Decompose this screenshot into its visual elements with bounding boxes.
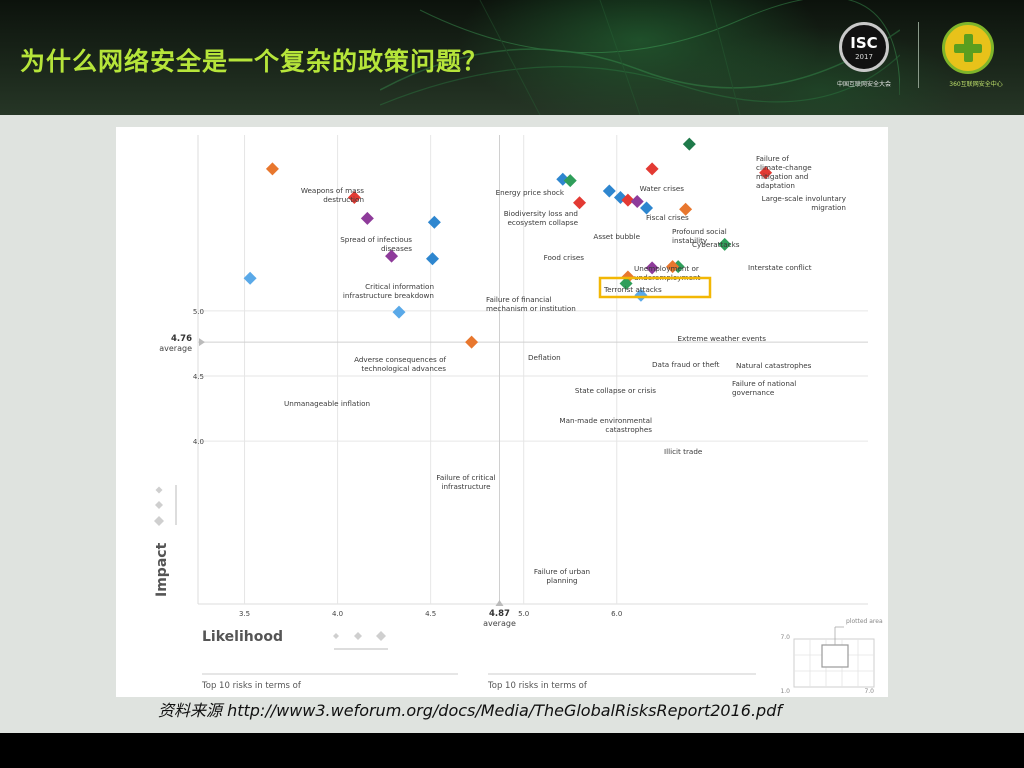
risk-point	[427, 215, 441, 229]
risk-label: Cyberattacks	[692, 240, 740, 249]
y-tick-label: 5.0	[193, 308, 204, 316]
isc-logo-subtitle: 中国互联网安全大会	[836, 81, 891, 88]
risk-label: Failure of critical infrastructure	[436, 473, 495, 491]
risk-point	[563, 174, 577, 188]
bottom-caption: Top 10 risks in terms of	[487, 681, 588, 691]
y-tick-label: 4.5	[193, 373, 204, 381]
risk-label: Failure of national governance	[732, 379, 796, 397]
banner-graphic	[380, 0, 900, 115]
risk-label: Extreme weather events	[678, 334, 767, 343]
footer-bar	[0, 733, 1024, 768]
risk-label: Spread of infectious diseases	[340, 235, 412, 253]
y-tick-label: 4.0	[193, 438, 204, 446]
risk-point	[556, 172, 570, 186]
x-tick-label: 3.5	[239, 610, 250, 618]
risk-label: Energy price shock	[496, 188, 565, 197]
risk-label: Failure of climate-change mitigation and ad…	[756, 154, 812, 190]
x-tick-label: 5.0	[518, 610, 529, 618]
risk-point	[385, 249, 399, 263]
inset-frame	[793, 638, 875, 688]
y-average-marker	[199, 338, 205, 347]
risk-point	[634, 288, 648, 302]
risk-label: Profound social instability	[672, 227, 727, 245]
x-axis-title: Likelihood	[202, 629, 283, 645]
highlight-label: Terrorist attacks	[603, 285, 662, 294]
risk-label: Illicit trade	[664, 447, 703, 456]
inset-tick: 7.0	[864, 688, 874, 695]
risk-label: Water crises	[640, 184, 685, 193]
risk-label: Unmanageable inflation	[284, 399, 370, 408]
risk-point	[347, 191, 361, 205]
risk-point	[621, 193, 635, 207]
risk-label: Data fraud or theft	[652, 360, 720, 369]
impact-key-icon	[154, 516, 164, 526]
risk-point	[573, 196, 587, 210]
y-average-label: average	[159, 344, 192, 353]
risk-landscape-chart: 3.5 4.0 4.5 5.0 6.05.04.54.04.87average4.76a…	[154, 135, 883, 695]
risk-point	[426, 252, 439, 266]
risk-point	[759, 166, 773, 180]
risk-point	[679, 202, 693, 216]
inset-label: plotted area	[846, 618, 883, 625]
x-average-value: 4.87	[489, 609, 510, 619]
isc-logo-year: 2017	[855, 53, 873, 61]
risk-point	[682, 137, 696, 151]
risk-label: Unemployment or underemployment	[634, 264, 701, 282]
risk-label: Critical information infrastructure break…	[343, 282, 434, 300]
risk-point	[265, 162, 279, 176]
risk-point	[645, 162, 659, 176]
risk-label: Natural catastrophes	[736, 361, 812, 370]
risk-label: Large-scale involuntary migration	[762, 194, 847, 212]
plotted-area-inset: plotted area 7.0 1.0 7.0	[780, 618, 883, 695]
risk-point	[465, 335, 479, 349]
inset-tick: 1.0	[780, 688, 790, 695]
isc-logo: ISC 2017	[839, 22, 889, 72]
risk-label: Failure of urban planning	[534, 567, 590, 585]
risk-point	[360, 211, 374, 225]
risk-label: Adverse consequences of technological adv…	[354, 355, 446, 373]
risk-chart-figure: 3.5 4.0 4.5 5.0 6.0 5.0 4.5 4.0 4.87 average 4.76 a…	[116, 127, 888, 697]
risk-point	[718, 237, 732, 251]
bottom-caption: Top 10 risks in terms of	[201, 681, 302, 691]
risk-point	[392, 305, 406, 319]
risk-point	[666, 260, 680, 274]
risk-label: Biodiversity loss and ecosystem collapse	[504, 209, 579, 227]
risk-label: Weapons of mass destruction	[301, 186, 364, 204]
impact-key-icon	[155, 501, 163, 509]
security-center-subtitle: 360互联网安全中心	[949, 81, 1003, 88]
x-average-marker	[495, 600, 504, 606]
likelihood-key-icon	[354, 632, 362, 640]
risk-label: State collapse or crisis	[575, 386, 656, 395]
risk-point	[619, 277, 633, 291]
x-tick-label: 4.0	[332, 610, 343, 618]
isc-logo-name: ISC	[850, 34, 878, 52]
likelihood-key-icon	[376, 631, 386, 641]
risk-point	[630, 194, 644, 208]
security-center-logo	[942, 22, 994, 74]
risk-point	[645, 261, 659, 275]
risk-label: Deflation	[528, 353, 561, 362]
inset-plotted-box	[821, 644, 849, 668]
logo-divider	[918, 22, 919, 88]
risk-label: Failure of financial mechanism or institu…	[486, 295, 576, 313]
risk-label: Fiscal crises	[646, 213, 689, 222]
x-average-label: average	[483, 619, 516, 628]
highlight-box	[598, 276, 712, 299]
risk-label: Interstate conflict	[748, 263, 812, 272]
y-axis-title: Impact	[154, 542, 170, 597]
risk-label: Man-made environmental catastrophes	[559, 416, 652, 434]
x-tick-label: 6.0	[611, 610, 622, 618]
risk-point	[243, 271, 257, 285]
likelihood-key-icon	[333, 633, 339, 639]
inset-tick: 7.0	[780, 634, 790, 641]
risk-label: Asset bubble	[593, 232, 640, 241]
source-citation: 资料来源 http://www3.weforum.org/docs/Media/…	[158, 701, 783, 720]
slide-title: 为什么网络安全是一个复杂的政策问题？	[20, 47, 489, 76]
risk-point	[602, 184, 616, 198]
risk-label: Food crises	[544, 253, 585, 262]
y-average-value: 4.76	[171, 334, 192, 344]
impact-key-icon	[155, 486, 163, 494]
risk-point	[640, 201, 654, 215]
x-tick-label: 4.5	[425, 610, 436, 618]
